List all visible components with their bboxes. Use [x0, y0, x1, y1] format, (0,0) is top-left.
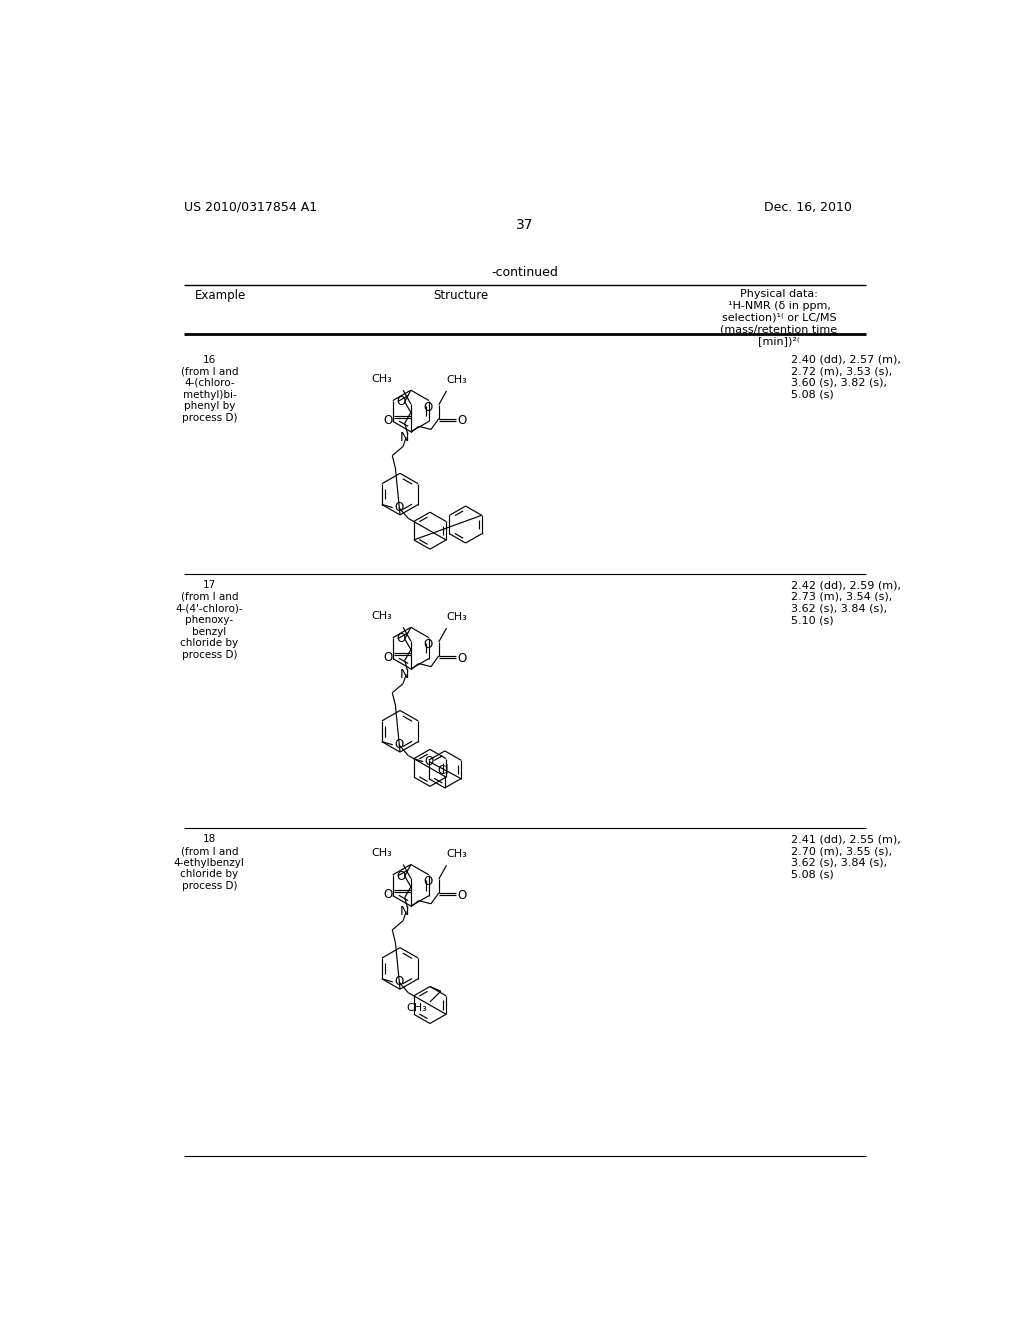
Text: 2.42 (dd), 2.59 (m),
2.73 (m), 3.54 (s),
3.62 (s), 3.84 (s),
5.10 (s): 2.42 (dd), 2.59 (m), 2.73 (m), 3.54 (s),…	[791, 581, 901, 626]
Text: O: O	[423, 638, 432, 651]
Text: O: O	[458, 414, 467, 428]
Text: O: O	[383, 888, 392, 902]
Text: O: O	[394, 502, 403, 513]
Text: O: O	[423, 400, 432, 413]
Text: O: O	[394, 975, 403, 989]
Text: 16
(from I and
4-(chloro-
methyl)bi-
phenyl by
process D): 16 (from I and 4-(chloro- methyl)bi- phe…	[180, 355, 239, 422]
Text: Cl: Cl	[437, 764, 450, 777]
Text: CH₃: CH₃	[372, 849, 392, 858]
Text: 17
(from I and
4-(4'-chloro)-
phenoxy-
benzyl
chloride by
process D): 17 (from I and 4-(4'-chloro)- phenoxy- b…	[175, 581, 243, 660]
Text: O: O	[458, 652, 467, 665]
Text: O: O	[458, 888, 467, 902]
Text: N: N	[400, 430, 410, 444]
Text: 2.41 (dd), 2.55 (m),
2.70 (m), 3.55 (s),
3.62 (s), 3.84 (s),
5.08 (s): 2.41 (dd), 2.55 (m), 2.70 (m), 3.55 (s),…	[791, 834, 900, 879]
Text: CH₃: CH₃	[372, 374, 392, 384]
Text: Dec. 16, 2010: Dec. 16, 2010	[764, 201, 851, 214]
Text: CH₃: CH₃	[446, 612, 467, 622]
Text: Example: Example	[196, 289, 247, 302]
Text: 37: 37	[516, 218, 534, 232]
Text: O: O	[396, 870, 406, 883]
Text: CH₃: CH₃	[407, 1003, 427, 1014]
Text: US 2010/0317854 A1: US 2010/0317854 A1	[183, 201, 316, 214]
Text: Structure: Structure	[433, 289, 488, 302]
Text: CH₃: CH₃	[446, 375, 467, 385]
Text: Physical data:
¹H-NMR (δ in ppm,
selection)¹⁽ or LC/MS
(mass/retention time
[min: Physical data: ¹H-NMR (δ in ppm, selecti…	[721, 289, 838, 346]
Text: O: O	[394, 738, 403, 751]
Text: O: O	[383, 413, 392, 426]
Text: N: N	[400, 906, 410, 917]
Text: CH₃: CH₃	[372, 611, 392, 622]
Text: O: O	[396, 395, 406, 408]
Text: 2.40 (dd), 2.57 (m),
2.72 (m), 3.53 (s),
3.60 (s), 3.82 (s),
5.08 (s): 2.40 (dd), 2.57 (m), 2.72 (m), 3.53 (s),…	[791, 355, 900, 400]
Text: CH₃: CH₃	[446, 849, 467, 859]
Text: O: O	[425, 755, 434, 768]
Text: O: O	[383, 651, 392, 664]
Text: 18
(from I and
4-ethylbenzyl
chloride by
process D): 18 (from I and 4-ethylbenzyl chloride by…	[174, 834, 245, 891]
Text: N: N	[400, 668, 410, 681]
Text: O: O	[423, 875, 432, 888]
Text: -continued: -continued	[492, 267, 558, 280]
Text: O: O	[396, 632, 406, 645]
